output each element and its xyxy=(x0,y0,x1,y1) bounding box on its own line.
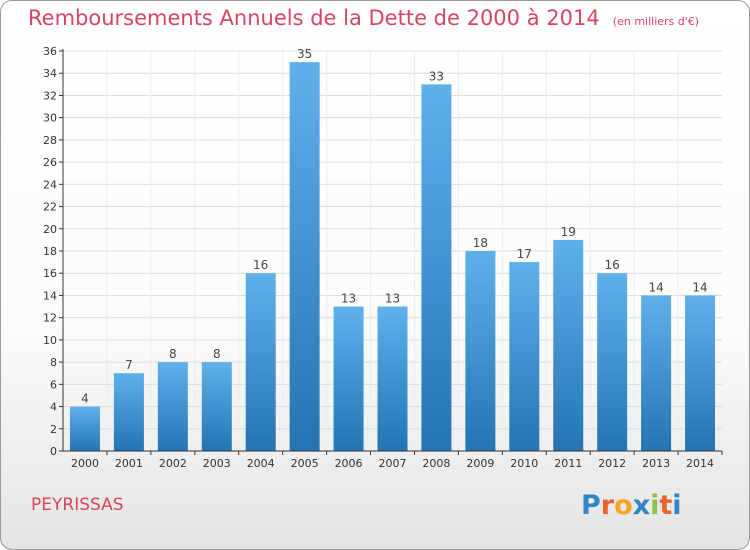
x-tick-label: 2007 xyxy=(379,457,407,470)
logo-letter: t xyxy=(659,490,673,521)
bar-2001 xyxy=(113,373,144,451)
y-tick-label: 16 xyxy=(43,267,57,280)
y-tick-label: 10 xyxy=(43,334,57,347)
bar-2005 xyxy=(289,62,320,451)
bar-2014 xyxy=(685,295,716,451)
value-label: 16 xyxy=(605,258,620,272)
bar-2007 xyxy=(377,306,408,451)
value-label: 33 xyxy=(429,69,444,83)
x-tick-label: 2000 xyxy=(71,457,99,470)
x-tick-label: 2008 xyxy=(422,457,450,470)
proxiti-logo: Proxiti xyxy=(581,490,682,521)
bar-2000 xyxy=(69,406,100,451)
value-label: 19 xyxy=(561,225,576,239)
x-tick-label: 2011 xyxy=(554,457,582,470)
value-label: 8 xyxy=(213,347,221,361)
bar-2013 xyxy=(641,295,672,451)
value-label: 13 xyxy=(385,292,400,306)
value-label: 7 xyxy=(125,358,133,372)
x-tick-label: 2005 xyxy=(291,457,319,470)
logo-letter: o xyxy=(614,490,633,521)
x-tick-label: 2003 xyxy=(203,457,231,470)
y-tick-label: 26 xyxy=(43,156,57,169)
logo-letter: P xyxy=(581,490,601,521)
bar-2004 xyxy=(245,273,276,451)
y-tick-label: 18 xyxy=(43,245,57,258)
bar-2010 xyxy=(509,262,540,451)
x-tick-label: 2002 xyxy=(159,457,187,470)
value-label: 14 xyxy=(692,280,707,294)
bar-2012 xyxy=(597,273,628,451)
unit-note: (en milliers d'€) xyxy=(612,15,700,28)
bar-2003 xyxy=(201,362,232,451)
logo-letter: i xyxy=(672,490,682,521)
logo-letter: i xyxy=(650,490,660,521)
x-tick-label: 2009 xyxy=(466,457,494,470)
value-label: 17 xyxy=(517,247,532,261)
logo-letter: x xyxy=(632,490,651,521)
x-tick-label: 2014 xyxy=(686,457,714,470)
y-tick-label: 32 xyxy=(43,89,57,102)
x-tick-label: 2013 xyxy=(642,457,670,470)
x-tick-label: 2012 xyxy=(598,457,626,470)
x-tick-label: 2010 xyxy=(510,457,538,470)
value-label: 18 xyxy=(473,236,488,250)
bar-2002 xyxy=(157,362,188,451)
y-tick-label: 4 xyxy=(50,401,57,414)
y-tick-label: 6 xyxy=(50,378,57,391)
value-label: 13 xyxy=(341,292,356,306)
bar-2009 xyxy=(465,251,496,451)
y-tick-label: 30 xyxy=(43,112,57,125)
y-tick-label: 28 xyxy=(43,134,57,147)
value-label: 8 xyxy=(169,347,177,361)
chart-title: Remboursements Annuels de la Dette de 20… xyxy=(28,6,600,30)
value-label: 35 xyxy=(297,47,312,61)
value-label: 14 xyxy=(648,280,663,294)
value-label: 4 xyxy=(81,392,89,406)
commune-name: PEYRISSAS xyxy=(31,495,124,515)
y-tick-label: 20 xyxy=(43,223,57,236)
chart-title-block: Remboursements Annuels de la Dette de 20… xyxy=(28,6,699,30)
y-tick-label: 0 xyxy=(50,445,57,458)
bar-2006 xyxy=(333,306,364,451)
bar-2011 xyxy=(553,239,584,451)
y-tick-label: 24 xyxy=(43,178,57,191)
y-tick-label: 34 xyxy=(43,67,57,80)
y-tick-label: 12 xyxy=(43,312,57,325)
y-tick-label: 8 xyxy=(50,356,57,369)
y-tick-label: 36 xyxy=(43,45,57,58)
x-tick-label: 2006 xyxy=(335,457,363,470)
x-tick-label: 2001 xyxy=(115,457,143,470)
y-tick-label: 14 xyxy=(43,289,57,302)
labels-layer: 0246810121416182022242628303234364200072… xyxy=(43,45,714,470)
y-tick-label: 2 xyxy=(50,423,57,436)
y-tick-label: 22 xyxy=(43,201,57,214)
bars-layer xyxy=(69,62,716,451)
value-label: 16 xyxy=(253,258,268,272)
logo-letter: r xyxy=(600,490,615,521)
x-tick-label: 2004 xyxy=(247,457,275,470)
axes-layer xyxy=(59,49,723,455)
bar-2008 xyxy=(421,84,452,451)
